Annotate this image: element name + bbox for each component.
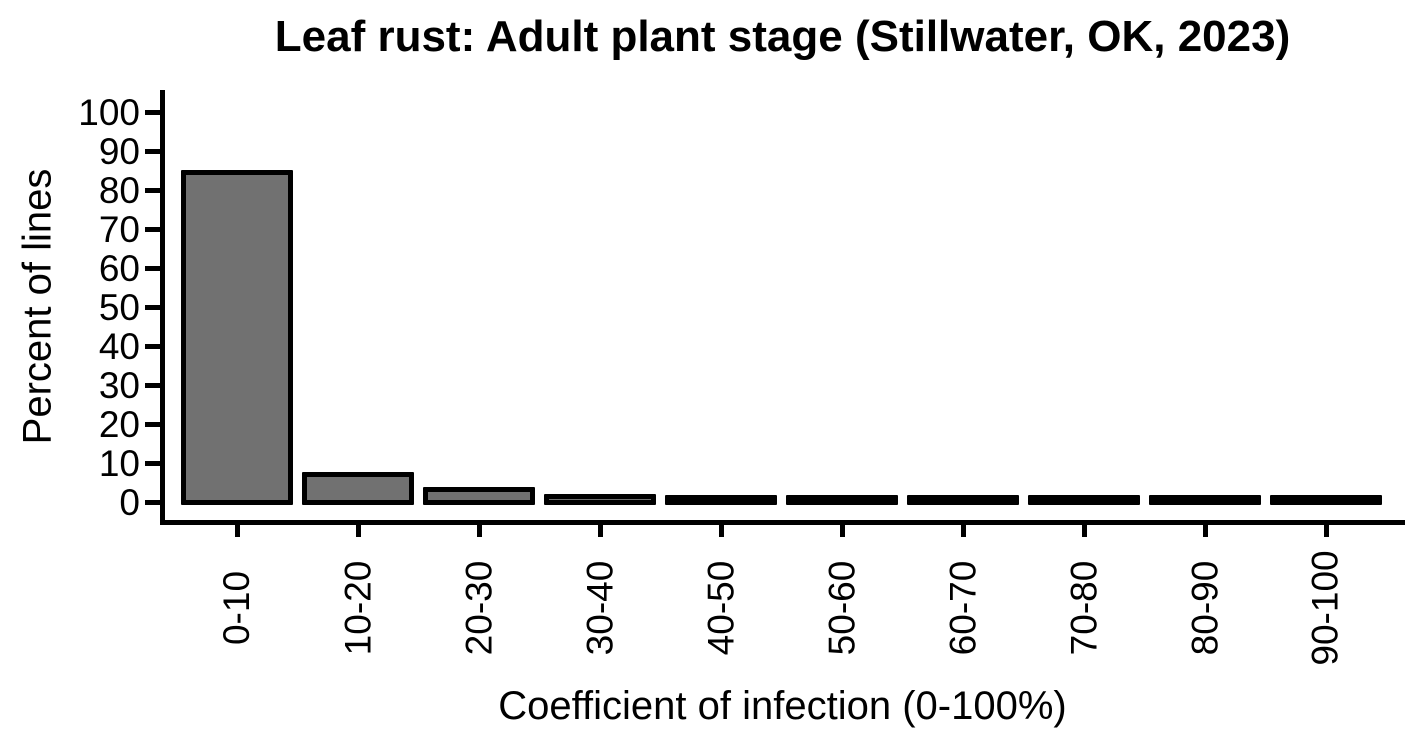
y-axis-tick <box>145 110 160 115</box>
y-axis-tick-label: 0 <box>119 481 140 523</box>
bar <box>1149 495 1261 505</box>
y-axis-tick-label: 40 <box>98 325 140 367</box>
y-axis-tick <box>145 422 160 427</box>
y-axis-tick-label: 90 <box>98 130 140 172</box>
y-axis-tick <box>145 227 160 232</box>
y-axis-tick <box>145 500 160 505</box>
x-axis-tick-label-box: 20-30 <box>417 542 541 674</box>
x-axis-tick-label-box: 50-60 <box>780 542 904 674</box>
bar <box>665 495 777 505</box>
x-axis-line <box>160 520 1405 525</box>
x-axis-tick <box>355 521 361 537</box>
y-axis-tick-label: 30 <box>98 364 140 406</box>
x-axis-tick <box>1323 521 1329 537</box>
y-axis-tick-label: 20 <box>98 403 140 445</box>
y-axis-tick <box>145 305 160 310</box>
y-axis-tick-label: 70 <box>98 208 140 250</box>
x-axis-tick <box>234 521 240 537</box>
x-axis-tick <box>1081 521 1087 537</box>
bar <box>907 495 1019 505</box>
x-axis-tick <box>960 521 966 537</box>
chart-title: Leaf rust: Adult plant stage (Stillwater… <box>274 12 1291 61</box>
y-axis-line <box>160 90 165 525</box>
x-axis-tick-label: 60-70 <box>941 560 983 656</box>
y-axis-tick-label: 50 <box>98 286 140 328</box>
x-axis-tick-label: 10-20 <box>336 560 378 656</box>
bar <box>302 471 414 505</box>
bar <box>423 487 535 505</box>
x-axis-tick-label: 20-30 <box>457 560 499 656</box>
y-axis-tick-label: 60 <box>98 247 140 289</box>
y-axis-tick <box>145 344 160 349</box>
x-axis-tick <box>597 521 603 537</box>
x-axis-tick-label-box: 90-100 <box>1264 542 1388 674</box>
y-axis-tick <box>145 383 160 388</box>
x-axis-tick-label-box: 30-40 <box>538 542 662 674</box>
x-axis-tick-label-box: 40-50 <box>659 542 783 674</box>
x-axis-tick-label: 0-10 <box>216 570 257 646</box>
y-axis-tick <box>145 266 160 271</box>
y-axis-tick <box>145 188 160 193</box>
x-axis-tick-label-box: 60-70 <box>901 542 1025 674</box>
y-axis-tick-label: 80 <box>98 169 140 211</box>
x-axis-tick-label: 70-80 <box>1062 560 1104 656</box>
bar <box>1028 495 1140 505</box>
y-axis-tick <box>145 461 160 466</box>
x-axis-tick-label: 50-60 <box>820 560 862 656</box>
bar <box>181 170 293 505</box>
x-axis-tick <box>476 521 482 537</box>
x-axis-tick-label-box: 80-90 <box>1143 542 1267 674</box>
bar <box>544 494 656 505</box>
x-axis-tick-label-box: 0-10 <box>175 542 299 674</box>
x-axis-tick-label: 90-100 <box>1305 550 1346 666</box>
y-axis-tick-label: 100 <box>78 91 140 133</box>
bar <box>786 495 898 505</box>
x-axis-tick <box>1202 521 1208 537</box>
x-axis-tick-label-box: 70-80 <box>1022 542 1146 674</box>
bar <box>1270 495 1382 505</box>
x-axis-title: Coefficient of infection (0-100%) <box>498 684 1067 728</box>
x-axis-tick-label: 80-90 <box>1183 560 1225 656</box>
x-axis-tick <box>839 521 845 537</box>
y-axis-tick-label: 10 <box>98 442 140 484</box>
x-axis-tick-label: 40-50 <box>699 560 741 656</box>
x-axis-tick-label: 30-40 <box>578 560 620 656</box>
x-axis-tick-label-box: 10-20 <box>296 542 420 674</box>
y-axis-tick <box>145 149 160 154</box>
x-axis-tick <box>718 521 724 537</box>
